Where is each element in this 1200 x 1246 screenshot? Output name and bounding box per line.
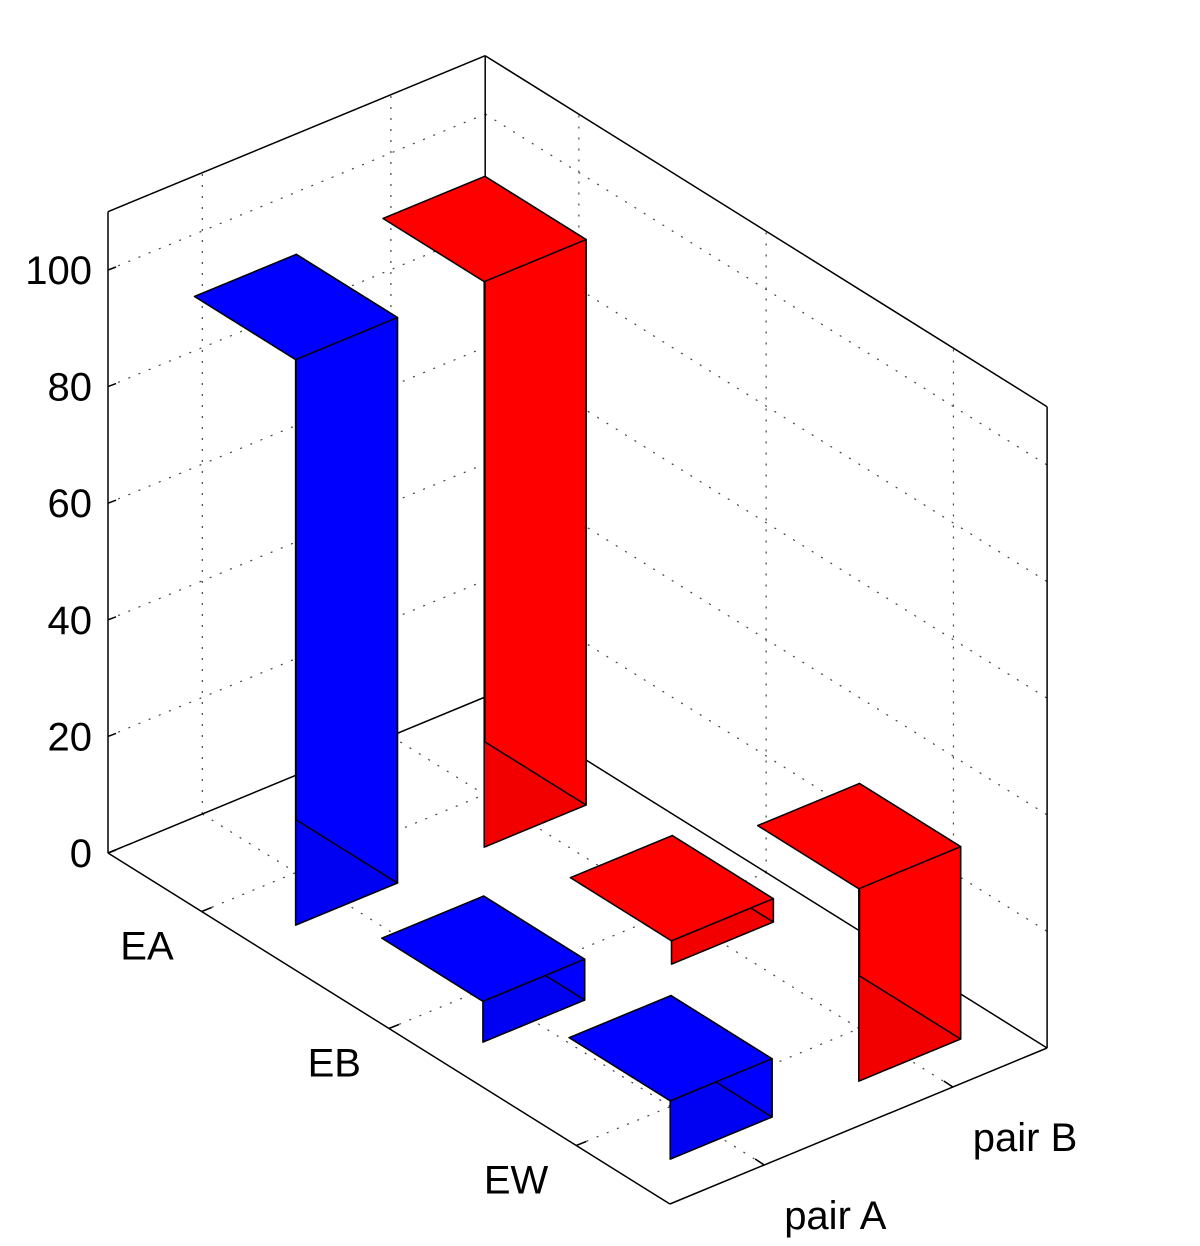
bar-face-top bbox=[569, 834, 775, 942]
tick-labels: 0 20 40 60 80 100 EA EB EW pair A pair B bbox=[25, 249, 1077, 1238]
row-tick-mark bbox=[575, 1140, 587, 1147]
z-tick-mark bbox=[107, 382, 117, 388]
z-tick-mark bbox=[107, 266, 117, 271]
column-tick-label: pair B bbox=[973, 1116, 1078, 1160]
bar-ea-pair-b bbox=[382, 175, 587, 848]
bar-face-top bbox=[382, 175, 587, 283]
z-tick-label: 20 bbox=[48, 715, 93, 759]
z-tick-label: 0 bbox=[70, 832, 92, 876]
bar-face-top bbox=[193, 253, 399, 361]
bar-ea-pair-a bbox=[193, 253, 399, 926]
column-tick-label: pair A bbox=[784, 1194, 887, 1238]
z-tick-mark bbox=[107, 849, 117, 854]
z-tick-mark bbox=[107, 732, 117, 738]
bar-face-top bbox=[381, 895, 586, 1003]
bar-ew-pair-a bbox=[568, 994, 773, 1160]
z-tick-label: 60 bbox=[48, 482, 93, 526]
bar-face-top bbox=[568, 994, 773, 1102]
bar-eb-pair-b bbox=[569, 834, 775, 965]
z-tick-mark bbox=[107, 616, 117, 621]
column-tick-mark bbox=[943, 1080, 954, 1088]
row-tick-label: EA bbox=[120, 925, 174, 969]
z-tick-label: 100 bbox=[25, 249, 92, 293]
row-tick-mark bbox=[388, 1023, 400, 1030]
column-tick-mark bbox=[754, 1158, 765, 1166]
bar-face-top bbox=[756, 782, 962, 890]
frame-edge bbox=[107, 55, 486, 213]
z-tick-label: 80 bbox=[48, 366, 93, 410]
frame-edge bbox=[484, 55, 1048, 408]
bar-eb-pair-a bbox=[381, 895, 586, 1043]
row-tick-mark bbox=[201, 906, 212, 913]
axis-line-columns bbox=[669, 1047, 1048, 1205]
z-tick-mark bbox=[107, 499, 117, 504]
bar-ew-pair-b bbox=[756, 782, 962, 1082]
row-tick-label: EW bbox=[484, 1159, 549, 1203]
z-tick-label: 40 bbox=[48, 599, 93, 643]
bars bbox=[193, 175, 962, 1160]
row-tick-label: EB bbox=[308, 1042, 361, 1086]
